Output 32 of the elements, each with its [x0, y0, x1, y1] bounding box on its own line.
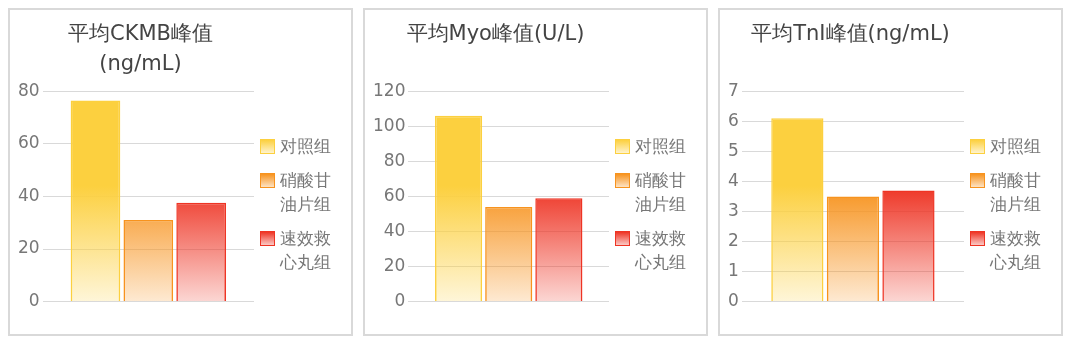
legend-label: 硝酸甘油片组 [990, 169, 1042, 216]
y-tick-label: 5 [727, 139, 739, 160]
y-tick-label: 120 [372, 79, 406, 100]
y-tick-label: 1 [727, 259, 739, 280]
y-tick-label: 80 [383, 149, 406, 170]
legend-label: 速效救心丸组 [280, 227, 332, 274]
legend-label: 硝酸甘油片组 [635, 169, 687, 216]
y-tick-label: 3 [727, 199, 739, 220]
y-tick-label: 20 [17, 237, 40, 258]
y-tick-label: 7 [727, 79, 739, 100]
y-tick-label: 60 [383, 184, 406, 205]
y-tick-label: 20 [383, 254, 406, 275]
legend-label: 速效救心丸组 [990, 227, 1042, 274]
legend-label: 对照组 [280, 135, 332, 158]
y-tick-label: 40 [17, 184, 40, 205]
legend-label: 对照组 [990, 135, 1042, 158]
legend-label: 硝酸甘油片组 [280, 169, 332, 216]
y-tick-label: 4 [727, 169, 739, 190]
y-tick-label: 0 [28, 290, 40, 311]
y-tick-label: 60 [17, 132, 40, 153]
y-tick-label: 0 [394, 290, 406, 311]
chart-title: 平均TnI峰值(ng/mL) [750, 20, 951, 47]
y-tick-label: 100 [372, 114, 406, 135]
y-tick-label: 80 [17, 79, 40, 100]
y-tick-label: 0 [727, 290, 739, 311]
y-tick-label: 40 [383, 219, 406, 240]
legend-label: 速效救心丸组 [635, 227, 687, 274]
chart-title: 平均CKMB峰值(ng/mL) [67, 20, 214, 77]
y-tick-label: 2 [727, 229, 739, 250]
y-tick-label: 6 [727, 109, 739, 130]
legend-label: 对照组 [635, 135, 687, 158]
chart-title: 平均Myo峰值(U/L) [405, 20, 586, 47]
